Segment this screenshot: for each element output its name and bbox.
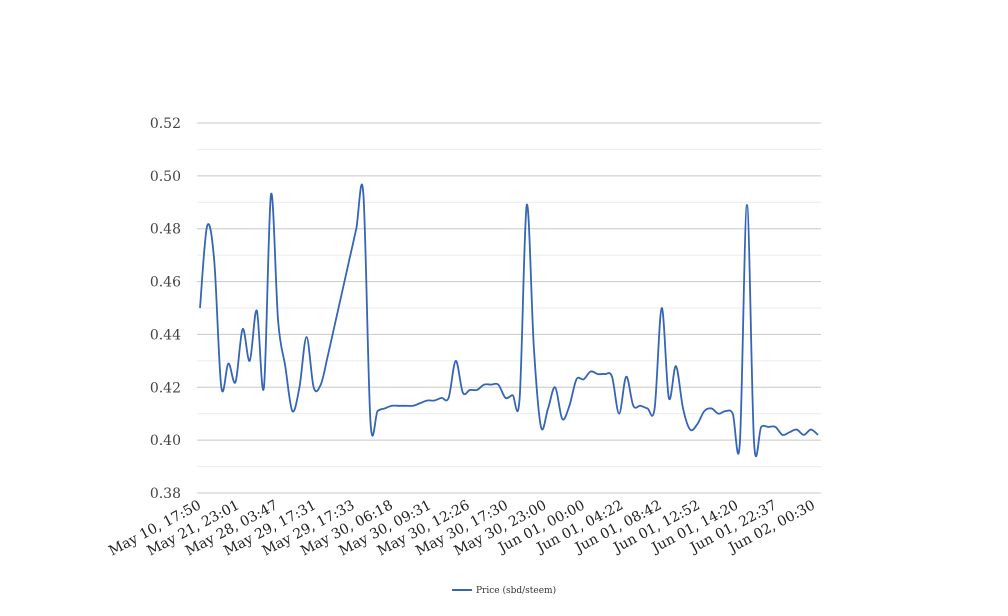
legend: Price (sbd/steem): [452, 585, 556, 596]
y-tick-label: 0.46: [150, 275, 181, 291]
y-axis-tick-labels: 0.38 0.40 0.42 0.44 0.46 0.48 0.50 0.52: [150, 116, 181, 502]
y-tick-label: 0.38: [150, 486, 181, 502]
legend-label-price: Price (sbd/steem): [476, 585, 556, 596]
series-line-price: [199, 183, 819, 458]
minor-gridlines: [197, 148, 821, 468]
y-tick-label: 0.42: [150, 380, 181, 396]
y-tick-label: 0.40: [150, 433, 181, 449]
series-layer: [199, 183, 819, 458]
y-tick-label: 0.52: [150, 116, 181, 132]
major-gridlines: [197, 122, 821, 494]
y-tick-label: 0.48: [150, 222, 181, 238]
y-tick-label: 0.50: [150, 169, 181, 185]
y-tick-label: 0.44: [150, 327, 181, 343]
